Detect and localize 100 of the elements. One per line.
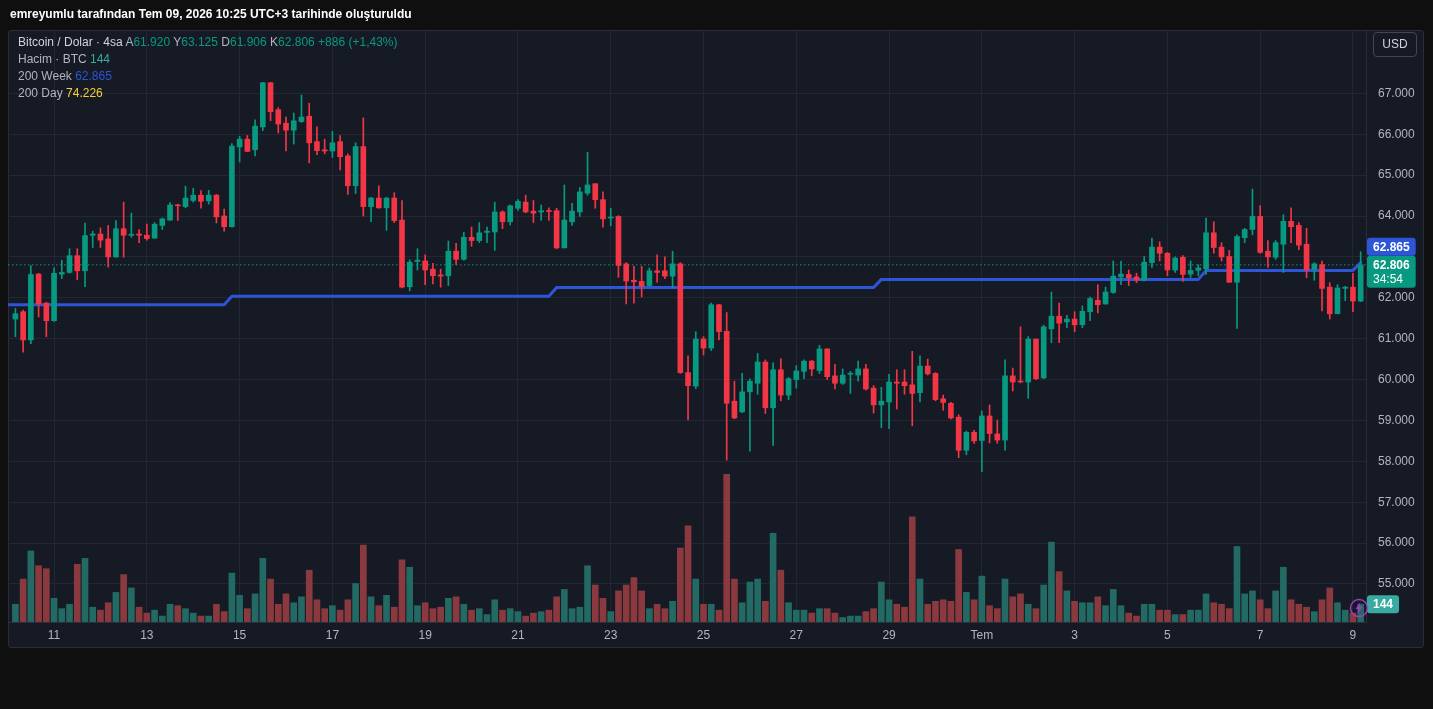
- bar: [1024, 603, 1032, 622]
- y-tick-label: 58.000: [1378, 453, 1416, 468]
- text: A61.920 Y63.125 D61.906 K62.806 +886 (+1,43%): [125, 35, 398, 49]
- candlestick: [1288, 207, 1294, 243]
- x-tick-label: 3: [1071, 627, 1079, 642]
- x-tick-label: 7: [1256, 627, 1264, 642]
- ref-line-label: 62.806: [1373, 257, 1411, 272]
- x-tick-label: 19: [418, 627, 433, 642]
- x-tick-label: 21: [511, 627, 525, 642]
- bar: [653, 603, 661, 622]
- candlestick: [1056, 302, 1062, 344]
- bar: [1055, 571, 1063, 622]
- bar: [978, 575, 986, 622]
- bar: [537, 611, 545, 622]
- bar: [19, 578, 27, 622]
- bar: [128, 587, 135, 622]
- candlestick: [1265, 240, 1271, 268]
- bar: [112, 592, 120, 622]
- candlestick: [538, 204, 544, 221]
- x-tick-label: 29: [882, 627, 897, 642]
- candlestick: [484, 226, 490, 243]
- bar: [468, 609, 475, 622]
- bar: [499, 609, 506, 622]
- candlestick: [747, 378, 753, 452]
- candlestick: [994, 419, 1001, 444]
- bar: [352, 583, 359, 622]
- y-tick-label: 57.000: [1378, 494, 1416, 509]
- bar: [669, 600, 676, 622]
- bar: [808, 612, 816, 622]
- bar: [73, 563, 81, 622]
- candlestick: [283, 116, 289, 152]
- candlestick: [909, 351, 916, 427]
- bar: [777, 569, 785, 622]
- bar: [1179, 614, 1187, 622]
- bar: [120, 574, 127, 622]
- bar: [963, 592, 970, 622]
- annotation: 200 Week 62.865: [18, 69, 112, 83]
- chart-title: Bitcoin / Dolar · 4sa: [18, 35, 123, 49]
- y-tick-label: 60.000: [1378, 371, 1416, 386]
- candlestick: [1342, 286, 1349, 301]
- bar: [1032, 608, 1040, 622]
- candlestick: [136, 229, 142, 243]
- bar: [460, 603, 468, 622]
- annotation: 200 Day 74.226: [18, 86, 103, 100]
- bar: [1171, 614, 1179, 622]
- x-tick-label: 13: [140, 627, 154, 642]
- bar: [383, 595, 390, 622]
- y-tick-label: 66.000: [1378, 126, 1416, 141]
- candlestick: [174, 203, 181, 221]
- y-tick-label: 62.000: [1378, 290, 1416, 305]
- x-tick-label: 27: [789, 627, 804, 642]
- bar: [1310, 611, 1318, 622]
- x-tick-label: Tem: [970, 627, 994, 642]
- x-tick-label: 23: [604, 627, 618, 642]
- x-tick-label: 11: [47, 627, 61, 642]
- candlestick: [1094, 284, 1101, 314]
- candlestick: [89, 230, 96, 248]
- bar: [607, 611, 615, 622]
- candlestick: [654, 254, 660, 283]
- x-tick-label: 25: [696, 627, 711, 642]
- text: 34:54: [1373, 271, 1404, 286]
- text: 144: [1373, 597, 1394, 612]
- bar: [700, 603, 707, 622]
- x-tick-label: 5: [1164, 627, 1172, 642]
- bar: [816, 608, 823, 622]
- y-tick-label: 61.000: [1378, 330, 1416, 345]
- bar: [707, 603, 715, 622]
- bar: [1094, 596, 1102, 622]
- y-tick-label: 59.000: [1378, 412, 1416, 427]
- bar: [738, 602, 746, 622]
- bar: [1287, 599, 1295, 622]
- bar: [769, 532, 777, 622]
- bar: [12, 603, 19, 622]
- x-tick-label: 15: [232, 627, 247, 642]
- candlestick: [546, 207, 552, 221]
- annotation: Hacim · BTC 144: [18, 52, 111, 66]
- y-tick-label: 64.000: [1378, 208, 1416, 223]
- bar: [360, 544, 367, 622]
- candlestick: [685, 355, 691, 421]
- x-tick-label: 9: [1349, 627, 1357, 642]
- bar: [329, 605, 336, 622]
- y-tick-label: 67.000: [1378, 85, 1416, 100]
- bar: [27, 550, 35, 622]
- data-label: 62.865: [1373, 239, 1411, 254]
- y-tick-label: 56.000: [1378, 535, 1416, 550]
- bar: [916, 578, 924, 622]
- y-tick-label: 55.000: [1378, 576, 1416, 591]
- bar: [445, 597, 452, 622]
- candlestick: [1118, 260, 1124, 286]
- bar: [661, 608, 669, 622]
- bar: [970, 599, 978, 622]
- bar: [762, 600, 769, 622]
- bar: [1001, 578, 1009, 622]
- candlestick: [1064, 315, 1070, 328]
- bar: [646, 608, 653, 622]
- bar: [692, 578, 700, 622]
- bar: [344, 599, 352, 622]
- bar: [174, 605, 182, 622]
- y-tick-label: 65.000: [1378, 167, 1416, 182]
- x-tick-label: 17: [325, 627, 340, 642]
